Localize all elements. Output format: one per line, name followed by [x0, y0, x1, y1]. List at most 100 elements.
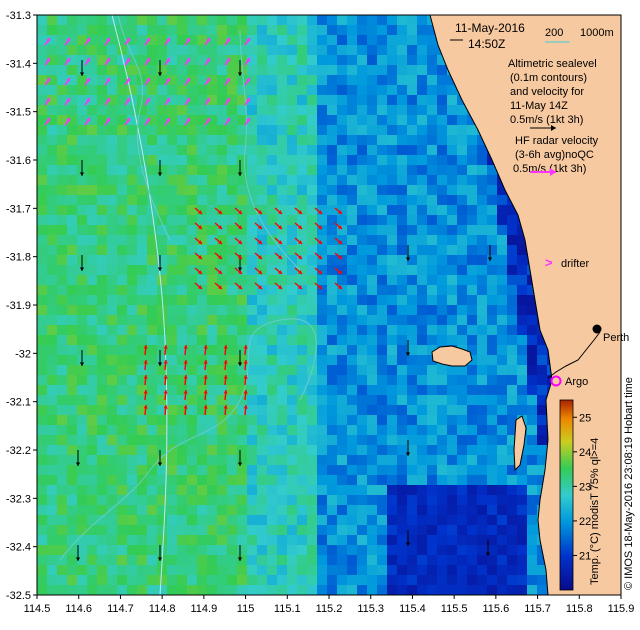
- sst-cell: [507, 345, 518, 356]
- sst-cell: [417, 145, 428, 156]
- sst-cell: [327, 355, 338, 366]
- sst-cell: [37, 35, 48, 46]
- sst-cell: [247, 305, 258, 316]
- sst-cell: [147, 175, 158, 186]
- sst-cell: [467, 155, 478, 166]
- sst-cell: [527, 495, 538, 506]
- sst-cell: [57, 395, 68, 406]
- sst-cell: [367, 265, 378, 276]
- sst-cell: [217, 495, 228, 506]
- sst-cell: [327, 95, 338, 106]
- sst-cell: [347, 25, 358, 36]
- sst-cell: [57, 255, 68, 266]
- sst-cell: [497, 455, 508, 466]
- sst-cell: [57, 135, 68, 146]
- sst-cell: [347, 85, 358, 96]
- sst-cell: [197, 95, 208, 106]
- sst-cell: [157, 395, 168, 406]
- sst-cell: [377, 445, 388, 456]
- sst-cell: [137, 245, 148, 256]
- sst-cell: [527, 455, 538, 466]
- sst-cell: [497, 505, 508, 516]
- sst-cell: [337, 185, 348, 196]
- sst-cell: [37, 525, 48, 536]
- sst-cell: [167, 565, 178, 576]
- sst-cell: [247, 585, 258, 595]
- sst-cell: [277, 365, 288, 376]
- sst-cell: [367, 145, 378, 156]
- sst-cell: [137, 35, 148, 46]
- hf-arrow: [274, 252, 283, 260]
- sst-cell: [57, 525, 68, 536]
- sst-cell: [327, 45, 338, 56]
- sst-cell: [397, 415, 408, 426]
- sst-cell: [97, 325, 108, 336]
- sst-cell: [87, 315, 98, 326]
- hf-arrow: [223, 359, 228, 371]
- sst-cell: [317, 245, 328, 256]
- sst-cell: [97, 365, 108, 376]
- sst-cell: [277, 235, 288, 246]
- sst-cell: [277, 15, 288, 26]
- sst-cell: [397, 525, 408, 536]
- sst-cell: [207, 475, 218, 486]
- sst-cell: [157, 585, 168, 595]
- sst-cell: [267, 545, 278, 556]
- sst-cell: [297, 495, 308, 506]
- sst-cell: [437, 385, 448, 396]
- sst-cell: [87, 515, 98, 526]
- drifter-arrow: [104, 77, 111, 86]
- altimetry-arrow: [237, 545, 243, 561]
- sst-cell: [247, 135, 258, 146]
- sst-cell: [117, 125, 128, 136]
- sst-cell: [127, 25, 138, 36]
- sst-cell: [147, 145, 158, 156]
- drifter-arrow: [184, 117, 191, 126]
- sst-cell: [197, 465, 208, 476]
- sst-cell: [467, 495, 478, 506]
- sst-cell: [87, 415, 98, 426]
- sst-cell: [247, 325, 258, 336]
- sst-cell: [277, 35, 288, 46]
- sst-cell: [267, 375, 278, 386]
- sst-cell: [327, 105, 338, 116]
- sst-cell: [307, 185, 318, 196]
- sst-cell: [267, 235, 278, 246]
- sst-cell: [37, 165, 48, 176]
- sst-cell: [397, 575, 408, 586]
- sst-cell: [307, 235, 318, 246]
- sst-cell: [77, 435, 88, 446]
- sst-cell: [247, 315, 258, 326]
- sst-cell: [537, 455, 548, 466]
- sst-cell: [77, 405, 88, 416]
- sst-cell: [507, 305, 518, 316]
- sst-cell: [517, 345, 528, 356]
- hf-arrow: [223, 344, 228, 356]
- sst-cell: [217, 325, 228, 336]
- sst-cell: [257, 305, 268, 316]
- sst-cell: [187, 275, 198, 286]
- sst-cell: [297, 305, 308, 316]
- sst-cell: [277, 495, 288, 506]
- sst-cell: [307, 345, 318, 356]
- sst-cell: [57, 85, 68, 96]
- sst-cell: [47, 405, 58, 416]
- sst-cell: [227, 555, 238, 566]
- sst-cell: [137, 445, 148, 456]
- sst-cell: [207, 195, 218, 206]
- sst-cell: [267, 165, 278, 176]
- hf-arrow: [163, 404, 168, 416]
- sst-cell: [37, 335, 48, 346]
- sst-cell: [407, 225, 418, 236]
- sst-cell: [387, 345, 398, 356]
- sst-cell: [257, 295, 268, 306]
- sst-cell: [517, 575, 528, 586]
- sst-cell: [387, 375, 398, 386]
- sst-cell: [527, 575, 538, 586]
- sst-cell: [327, 215, 338, 226]
- sst-cell: [287, 415, 298, 426]
- altimetry-arrow: [157, 450, 163, 466]
- sst-cell: [137, 455, 148, 466]
- sst-cell: [107, 265, 118, 276]
- sst-cell: [87, 115, 98, 126]
